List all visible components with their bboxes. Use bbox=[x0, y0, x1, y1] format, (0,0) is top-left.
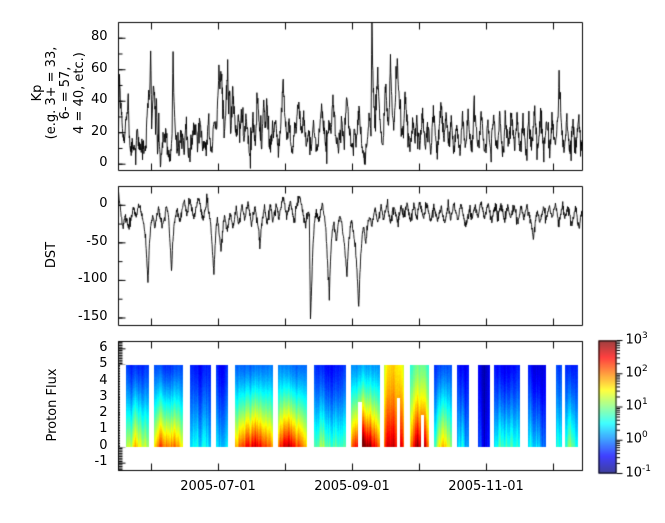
y-tick-label: 20 bbox=[90, 123, 108, 139]
y-tick-label: 4 bbox=[99, 372, 108, 388]
colorbar-tick-label: 10-1 bbox=[625, 463, 652, 480]
y-tick-label: -50 bbox=[86, 233, 108, 249]
y-tick-label: 0 bbox=[99, 155, 108, 171]
y-tick-label: 6 bbox=[99, 339, 108, 355]
colorbar-tick-label: 100 bbox=[625, 430, 648, 447]
y-tick-label: 80 bbox=[90, 29, 108, 45]
colorbar-tick-label: 102 bbox=[625, 363, 648, 381]
y-tick-label: 0 bbox=[99, 196, 108, 212]
colorbar-tick-label: 101 bbox=[625, 397, 648, 414]
y-tick-label: 60 bbox=[90, 60, 108, 76]
y-tick-label: -1 bbox=[94, 454, 108, 470]
x-tick-label: 2005-09-01 bbox=[314, 478, 390, 494]
y-tick-label: 5 bbox=[99, 356, 108, 372]
y-tick-label: -100 bbox=[77, 271, 108, 287]
x-tick-label: 2005-11-01 bbox=[448, 478, 524, 494]
x-tick-label: 2005-07-01 bbox=[180, 478, 256, 494]
y-tick-label: 40 bbox=[90, 92, 108, 108]
y-tick-label: 2 bbox=[99, 405, 108, 421]
y-tick-label: -150 bbox=[77, 308, 108, 324]
y-tick-label: 0 bbox=[99, 437, 108, 453]
y-tick-label: 1 bbox=[99, 421, 108, 437]
y-tick-label: 3 bbox=[99, 388, 108, 404]
colorbar-tick-label: 103 bbox=[625, 330, 648, 347]
